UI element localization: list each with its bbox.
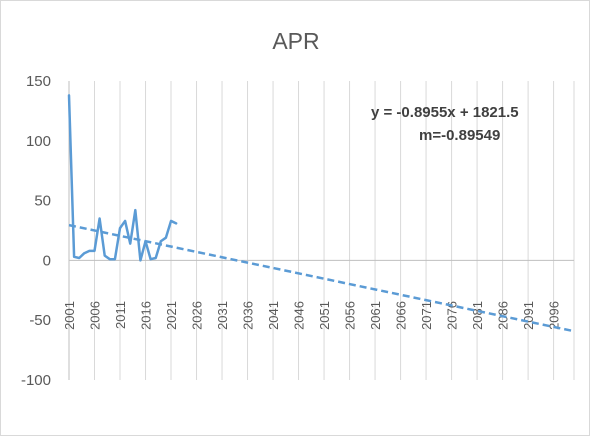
x-tick-label-2001: 2001 xyxy=(62,301,77,330)
x-tick-label-2021: 2021 xyxy=(164,301,179,330)
x-tick-label-2026: 2026 xyxy=(190,301,205,330)
x-tick-label-2046: 2046 xyxy=(292,301,307,330)
chart-title: APR xyxy=(272,28,319,54)
x-tick-label-2051: 2051 xyxy=(317,301,332,330)
x-tick-label-2071: 2071 xyxy=(419,301,434,330)
gridlines xyxy=(69,81,574,380)
x-tick-label-2011: 2011 xyxy=(113,301,128,329)
y-tick-label-100: 100 xyxy=(26,133,51,150)
x-tick-label-2081: 2081 xyxy=(470,301,485,330)
x-tick-label-2056: 2056 xyxy=(343,301,358,330)
x-tick-label-2031: 2031 xyxy=(215,301,230,330)
y-tick-label-150: 150 xyxy=(26,73,51,90)
y-tick-label--100: -100 xyxy=(21,372,51,389)
y-tick-label--50: -50 xyxy=(29,312,51,329)
series-line-0 xyxy=(69,95,176,260)
x-tick-label-2091: 2091 xyxy=(521,301,536,330)
y-tick-label-50: 50 xyxy=(34,193,51,210)
x-tick-label-2036: 2036 xyxy=(241,301,256,330)
trendline-equation: y = -0.8955x + 1821.5 xyxy=(371,104,519,121)
x-axis-ticks: 2001 2006 2011 2016 2021 2026 2031 2036 2041 2046… xyxy=(62,301,562,330)
slope-label: m=-0.89549 xyxy=(419,127,500,144)
x-tick-label-2016: 2016 xyxy=(139,301,154,330)
y-axis-ticks: 150 100 50 0 -50 -100 xyxy=(21,73,51,389)
x-tick-label-2066: 2066 xyxy=(394,301,409,330)
y-tick-label-0: 0 xyxy=(43,252,51,269)
x-tick-label-2061: 2061 xyxy=(368,301,383,330)
x-tick-label-2006: 2006 xyxy=(88,301,103,330)
x-tick-label-2041: 2041 xyxy=(266,301,281,330)
axes xyxy=(69,81,574,380)
